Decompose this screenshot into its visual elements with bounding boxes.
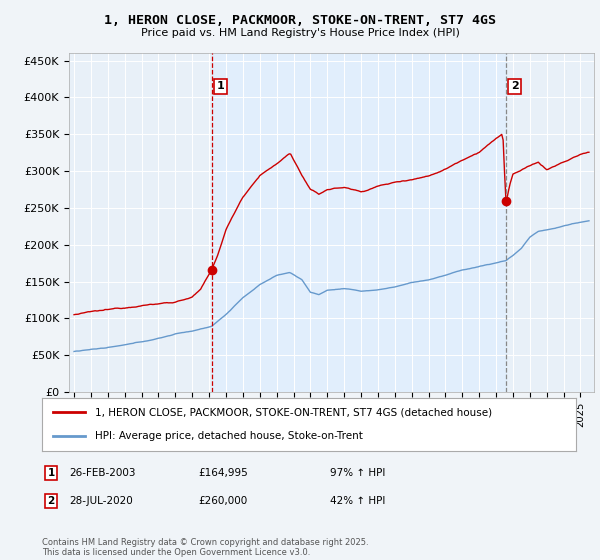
Text: 2: 2 (47, 496, 55, 506)
Text: £260,000: £260,000 (198, 496, 247, 506)
Bar (212, 53, 506, 392)
Text: 1: 1 (217, 81, 224, 91)
Text: 97% ↑ HPI: 97% ↑ HPI (330, 468, 385, 478)
Text: Price paid vs. HM Land Registry's House Price Index (HPI): Price paid vs. HM Land Registry's House … (140, 28, 460, 38)
Text: 2: 2 (511, 81, 518, 91)
Text: £164,995: £164,995 (198, 468, 248, 478)
Text: 28-JUL-2020: 28-JUL-2020 (69, 496, 133, 506)
Text: 1, HERON CLOSE, PACKMOOR, STOKE-ON-TRENT, ST7 4GS: 1, HERON CLOSE, PACKMOOR, STOKE-ON-TRENT… (104, 14, 496, 27)
Text: HPI: Average price, detached house, Stoke-on-Trent: HPI: Average price, detached house, Stok… (95, 431, 363, 441)
Text: 26-FEB-2003: 26-FEB-2003 (69, 468, 136, 478)
Text: Contains HM Land Registry data © Crown copyright and database right 2025.
This d: Contains HM Land Registry data © Crown c… (42, 538, 368, 557)
Text: 1: 1 (47, 468, 55, 478)
Text: 42% ↑ HPI: 42% ↑ HPI (330, 496, 385, 506)
Text: 1, HERON CLOSE, PACKMOOR, STOKE-ON-TRENT, ST7 4GS (detached house): 1, HERON CLOSE, PACKMOOR, STOKE-ON-TRENT… (95, 408, 493, 418)
